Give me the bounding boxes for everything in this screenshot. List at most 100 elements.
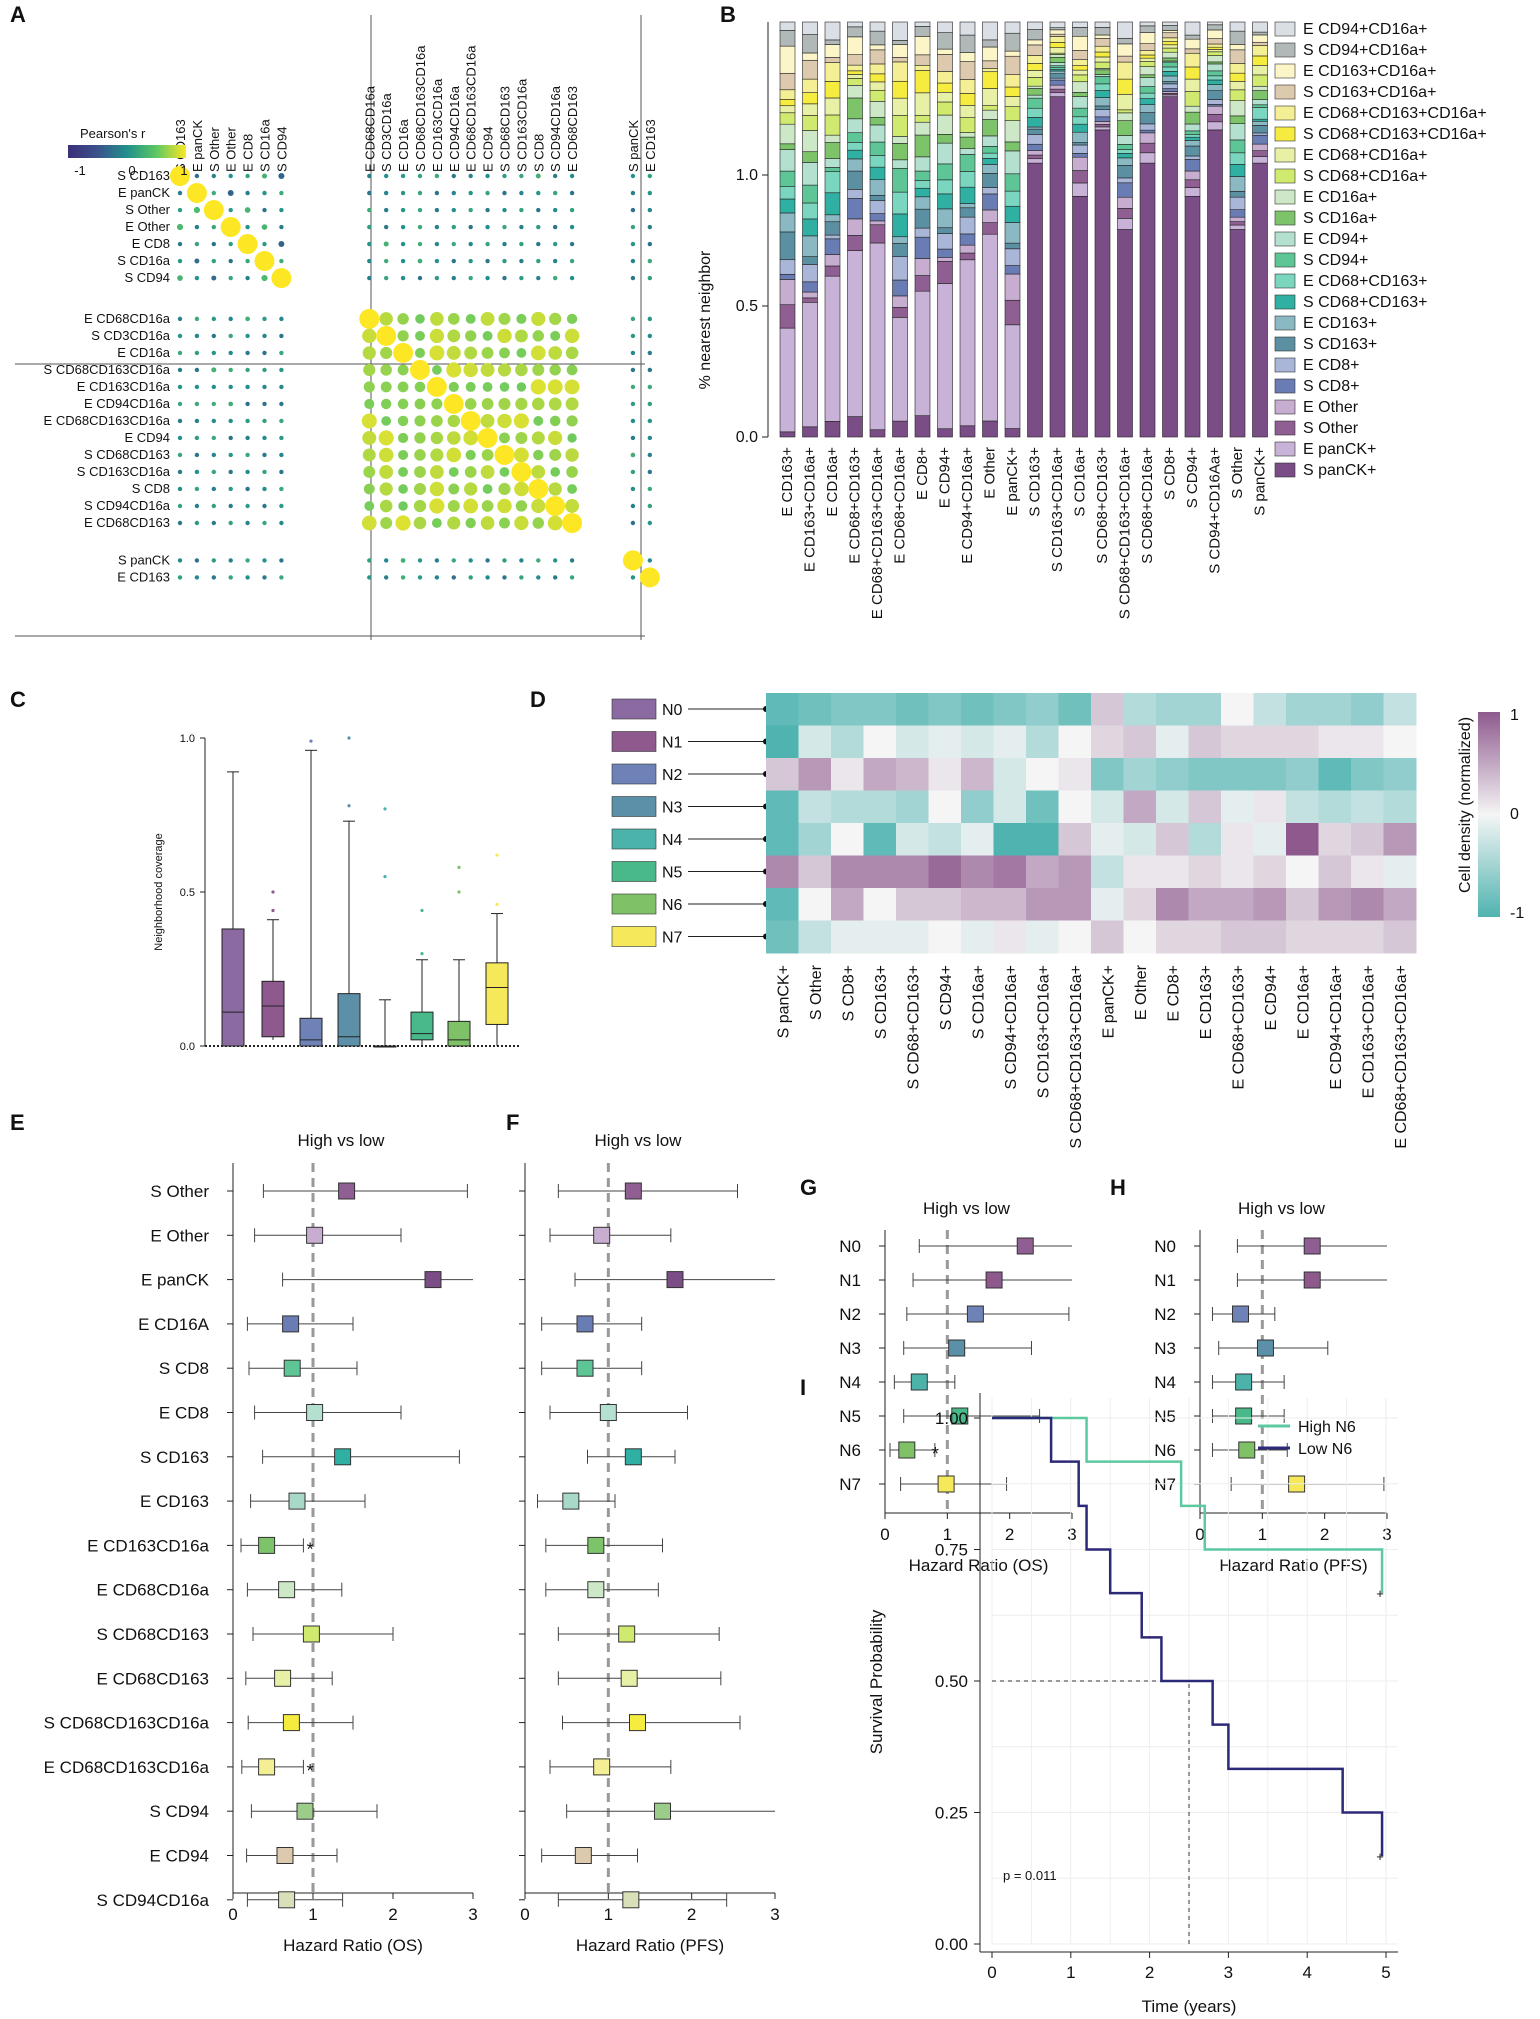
stack-segment [1027,97,1043,109]
x-axis-label: Hazard Ratio (OS) [909,1556,1049,1575]
heatmap-cell [798,855,832,889]
corr-dot [417,207,423,213]
corr-dot [279,190,284,196]
corr-dot [446,345,461,360]
stack-segment [824,275,841,422]
heatmap-cell [766,920,799,954]
heatmap-cell [1221,888,1254,921]
heatmap-cell [863,888,897,921]
corr-dot [245,575,250,580]
corr-dot [361,413,377,429]
heatmap-cell [1318,693,1352,726]
heatmap-cell [831,823,864,856]
corr-dot [228,207,233,213]
stack-segment [779,304,796,329]
stack-segment [1184,136,1201,141]
corr-dot [400,258,406,264]
corr-dot [451,575,456,580]
stack-segment [1072,142,1088,146]
stack-segment [1072,59,1088,66]
corr-dot [245,190,250,196]
stack-segment [779,123,796,145]
stack-segment [1207,21,1223,26]
corr-dot [550,467,561,477]
stack-segment [892,97,908,116]
stack-segment [1117,144,1133,150]
corr-dot [414,398,426,410]
stack-segment [982,88,998,106]
corr-dot [647,224,653,230]
outlier [383,875,387,879]
stack-segment [1004,324,1021,429]
row-label: S CD68CD163CD16a [44,1714,210,1733]
panel-i-km-curve: 0.00 0.25 0.50 0.75 1.00 0 1 2 3 4 5 Time (years) Su… [867,1393,1398,2016]
heatmap-cell [831,758,864,791]
corr-dot [468,241,473,247]
corr-dot [447,516,461,530]
stack-segment [1117,229,1133,438]
stack-segment [892,143,908,161]
corr-dot [400,224,406,230]
legend-swatch [1274,105,1296,121]
panel-d-neighborhood-heatmap: N0 N1 N2 N3 N4 N5 N6 N7 S panCK+ S Other S CD8+ S C… [611,693,1524,1149]
stack-segment [1117,55,1133,63]
stack-segment [1049,73,1066,79]
stack-segment [824,192,841,216]
heatmap-cell [993,920,1027,954]
corr-dot [532,397,545,411]
corr-dot [502,207,507,213]
stack-segment [1049,88,1066,94]
hr-marker [288,1492,306,1510]
corr-dot [376,325,397,346]
corr-dot [447,313,460,325]
heatmap-cell [993,725,1027,759]
corr-dot [383,258,389,264]
hr-marker [306,1226,324,1244]
heatmap-cell [1253,888,1287,921]
row-label: S CD94CD16a [84,498,171,513]
hr-marker [898,1441,916,1459]
row-label: S CD163CD16a [77,464,171,479]
stack-segment [914,115,931,123]
heatmap-cell [1253,693,1287,726]
box [447,1020,471,1047]
stack-segment [824,214,841,223]
colorbar-tick: 0 [128,163,135,178]
stack-segment [869,179,886,196]
panel-c-neighborhood-boxplot: Neighborhood coverage 0.0 0.5 1.0 [153,733,520,1053]
corr-dot [513,447,529,463]
corr-dot [647,401,653,407]
stack-segment [1252,41,1268,46]
row-label: N2 [839,1305,861,1324]
heatmap-cell [961,855,994,889]
stack-segment [1094,27,1111,36]
heatmap-cell [831,920,864,954]
x-axis-label: Hazard Ratio (PFS) [1219,1556,1367,1575]
colorbar [1478,712,1500,917]
heatmap-cell [1383,758,1417,791]
km-curve [992,1416,1384,1857]
row-label: S panCK [118,552,170,567]
corr-dot [367,207,372,213]
corr-dot [228,520,233,526]
stack-segment [1117,177,1133,184]
stack-segment [1049,42,1066,48]
column-label: S Other [808,964,825,1020]
corr-dot [431,518,442,528]
stack-segment [1072,50,1088,60]
stack-segment [914,180,931,189]
col-label: S CD94CD16a [548,85,563,172]
stack-segment [1072,144,1088,154]
col-label: E CD163 [643,119,658,172]
corr-dot [434,190,440,196]
stack-segment [847,26,863,38]
hr-marker [334,1448,352,1466]
stack-segment [1252,134,1268,145]
stack-segment [847,132,863,143]
heatmap-cell [1318,725,1352,759]
corr-dot [480,414,495,428]
outlier [271,908,275,913]
corr-dot [446,362,462,378]
corr-dot [519,241,524,247]
stack-segment [1252,118,1268,122]
